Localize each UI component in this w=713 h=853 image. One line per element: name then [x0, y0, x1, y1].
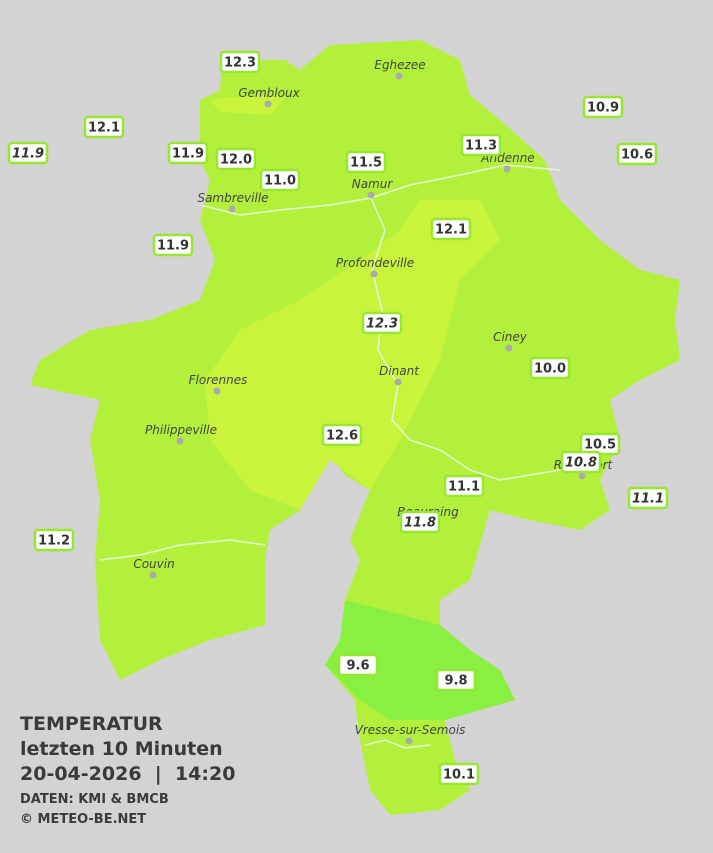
river [370, 197, 601, 481]
warm-zone [205, 200, 500, 510]
reading-value: 12.3 [224, 56, 256, 71]
reading-box [167, 141, 209, 165]
reading-value: 11.8 [404, 516, 436, 531]
town-dot [264, 100, 272, 108]
reading-value: 10.6 [621, 148, 653, 163]
reading-box [443, 474, 485, 498]
town-dot [370, 270, 378, 278]
town-label: Philippeville [145, 423, 217, 437]
town-dot [228, 205, 236, 213]
town-label: Couvin [133, 557, 174, 571]
reading-value: 11.2 [38, 534, 70, 549]
source: DATEN: KMI & BMCB [20, 792, 169, 807]
reading-box [215, 147, 257, 171]
datetime: 20-04-2026 | 14:20 [20, 763, 235, 785]
town-label: Namur [352, 177, 394, 191]
reading-value: 11.9 [12, 147, 44, 162]
town-dot [395, 72, 403, 80]
town-dot [213, 387, 221, 395]
reading-value: 10.5 [584, 438, 616, 453]
town-dot [176, 437, 184, 445]
reading-value: 12.3 [366, 317, 398, 332]
reading-box [460, 133, 502, 157]
copyright: © METEO-BE.NET [20, 812, 146, 827]
reading-value: 10.0 [534, 362, 566, 377]
reading-value: 11.5 [350, 156, 382, 171]
reading-value: 11.0 [264, 174, 296, 189]
reading-value: 12.6 [326, 429, 358, 444]
reading-value: 11.3 [465, 139, 497, 154]
reading-box [337, 653, 379, 677]
reading-value: 9.8 [444, 674, 467, 689]
reading-box [627, 486, 669, 510]
reading-box [438, 762, 480, 786]
town-dot [367, 191, 375, 199]
title: TEMPERATUR [20, 713, 163, 735]
reading-box [321, 423, 363, 447]
reading-box [219, 50, 261, 74]
town-label: Profondeville [336, 256, 414, 270]
reading-box [83, 115, 125, 139]
town-dot [405, 737, 413, 745]
reading-box [430, 217, 472, 241]
town-dot [503, 165, 511, 173]
town-label: Florennes [189, 373, 248, 387]
reading-value: 11.9 [172, 147, 204, 162]
reading-box [345, 150, 387, 174]
reading-box [582, 95, 624, 119]
town-label: Eghezee [374, 58, 425, 72]
town-label: Ciney [493, 330, 528, 344]
town-dot [394, 378, 402, 386]
reading-box [435, 668, 477, 692]
readings: 12.3 12.1 11.9 11.9 12.0 11.0 11.5 11.3 10.9 10.6… [7, 50, 669, 786]
reading-box [399, 510, 441, 534]
reading-box [361, 311, 403, 335]
reading-value: 10.9 [587, 101, 619, 116]
town-label: Gembloux [238, 86, 300, 100]
river [364, 739, 431, 749]
reading-box [152, 233, 194, 257]
town-label: Vresse-sur-Semois [355, 723, 466, 737]
town-label: Sambreville [197, 191, 268, 205]
town-dot [505, 344, 513, 352]
town-label: Dinant [379, 364, 420, 378]
warm-zone [210, 95, 285, 115]
reading-box [7, 141, 49, 165]
reading-box [616, 142, 658, 166]
reading-value: 11.9 [157, 239, 189, 254]
reading-value: 10.1 [443, 768, 475, 783]
town-dot [578, 472, 586, 480]
reading-value: 12.0 [220, 153, 252, 168]
reading-value: 12.1 [435, 223, 467, 238]
reading-value: 12.1 [88, 121, 120, 136]
reading-value: 9.6 [346, 659, 369, 674]
reading-box [33, 528, 75, 552]
reading-value: 11.1 [448, 480, 480, 495]
river [99, 539, 266, 561]
reading-box [560, 450, 602, 474]
reading-box [259, 168, 301, 192]
reading-value: 11.1 [632, 492, 664, 507]
town-dot [149, 571, 157, 579]
subtitle: letzten 10 Minuten [20, 738, 223, 760]
reading-box [529, 356, 571, 380]
reading-value: 10.8 [565, 456, 597, 471]
